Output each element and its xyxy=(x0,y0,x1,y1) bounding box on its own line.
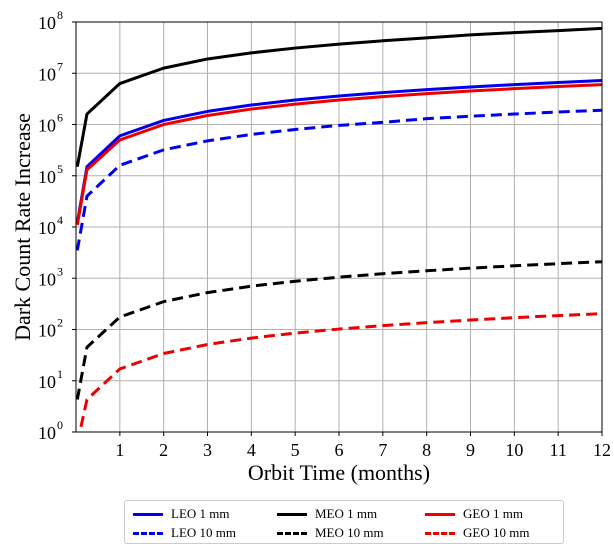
series-line-leo-1-mm xyxy=(76,79,602,224)
legend-label: MEO 1 mm xyxy=(315,506,378,521)
legend-item-geo-1-mm: GEO 1 mm xyxy=(425,505,523,523)
y-tick-label: 10 xyxy=(38,423,56,443)
x-tick-label: 11 xyxy=(549,440,566,460)
series-lines xyxy=(76,26,602,432)
x-tick-label: 8 xyxy=(422,440,431,460)
legend: LEO 1 mm MEO 1 mm GEO 1 mm LEO 10 mm MEO 10 … xyxy=(124,500,564,544)
series-line-meo-10-mm xyxy=(76,260,602,400)
x-tick-label: 5 xyxy=(291,440,300,460)
y-tick-label: 10 xyxy=(38,13,56,33)
y-tick-exponent: 1 xyxy=(57,367,63,381)
y-tick-exponent: 7 xyxy=(57,59,63,73)
y-tick-exponent: 3 xyxy=(57,264,63,278)
x-axis-label: Orbit Time (months) xyxy=(248,460,430,485)
legend-swatch xyxy=(277,531,307,535)
y-axis-label: Dark Count Rate Increase xyxy=(10,113,35,341)
legend-item-leo-1-mm: LEO 1 mm xyxy=(133,505,230,523)
y-tick-label: 10 xyxy=(38,116,56,136)
x-tick-label: 4 xyxy=(247,440,256,460)
y-tick-label: 10 xyxy=(38,321,56,341)
series-line-meo-1-mm xyxy=(76,26,602,168)
x-tick-label: 1 xyxy=(115,440,124,460)
legend-label: GEO 10 mm xyxy=(463,525,530,540)
legend-label: LEO 10 mm xyxy=(171,525,236,540)
legend-swatch xyxy=(425,531,455,535)
series-line-geo-1-mm xyxy=(76,83,602,226)
legend-swatch xyxy=(133,512,163,516)
y-tick-exponent: 5 xyxy=(57,162,63,176)
legend-swatch xyxy=(133,531,163,535)
legend-item-geo-10-mm: GEO 10 mm xyxy=(425,524,529,542)
y-tick-label: 10 xyxy=(38,167,56,187)
legend-label: MEO 10 mm xyxy=(315,525,384,540)
y-tick-exponent: 4 xyxy=(57,213,63,227)
y-tick-exponent: 2 xyxy=(57,316,63,330)
legend-item-meo-1-mm: MEO 1 mm xyxy=(277,505,377,523)
y-tick-exponent: 0 xyxy=(57,418,63,432)
y-tick-label: 10 xyxy=(38,372,56,392)
series-line-geo-10-mm xyxy=(78,312,602,432)
x-tick-label: 9 xyxy=(466,440,475,460)
x-tick-label: 6 xyxy=(335,440,344,460)
x-tick-label: 3 xyxy=(203,440,212,460)
x-tick-label: 10 xyxy=(505,440,523,460)
legend-item-leo-10-mm: LEO 10 mm xyxy=(133,524,236,542)
y-tick-label: 10 xyxy=(38,64,56,84)
y-tick-exponent: 6 xyxy=(57,111,63,125)
legend-swatch xyxy=(277,512,307,516)
legend-swatch xyxy=(425,512,455,516)
legend-label: LEO 1 mm xyxy=(171,506,230,521)
legend-label: GEO 1 mm xyxy=(463,506,523,521)
y-tick-label: 10 xyxy=(38,269,56,289)
y-tick-exponent: 8 xyxy=(57,8,63,22)
x-tick-label: 2 xyxy=(159,440,168,460)
legend-item-meo-10-mm: MEO 10 mm xyxy=(277,524,384,542)
x-tick-label: 7 xyxy=(378,440,387,460)
series-line-leo-10-mm xyxy=(76,108,602,251)
y-tick-label: 10 xyxy=(38,218,56,238)
x-tick-label: 12 xyxy=(593,440,611,460)
